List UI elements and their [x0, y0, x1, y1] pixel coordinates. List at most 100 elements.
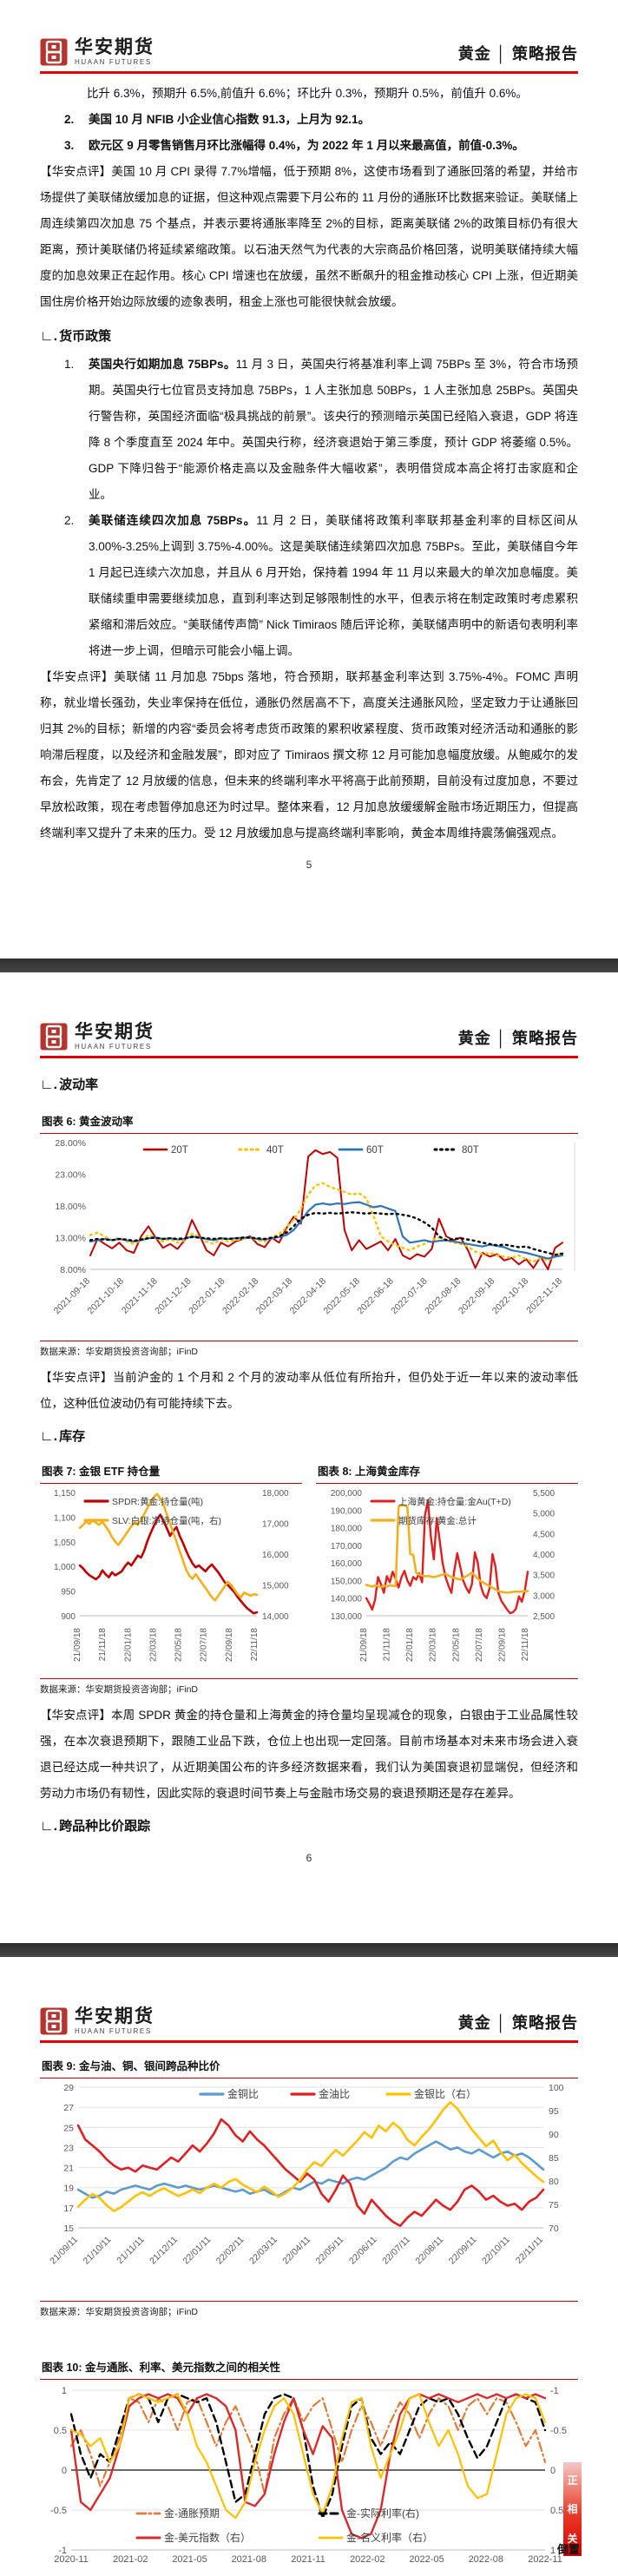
- comment-paragraph: 【华安点评】本周 SPDR 黄金的持仓量和上海黄金的持仓量均呈现减仓的现象，白银…: [40, 1709, 578, 1800]
- svg-text:1,100: 1,100: [54, 1513, 76, 1523]
- report-title: 黄金 │ 策略报告: [457, 2014, 578, 2032]
- page-1: 华安期货 HUAAN FUTURES 黄金 │ 策略报告 比升 6.3%，预期升…: [0, 0, 618, 959]
- svg-text:2021-10-18: 2021-10-18: [86, 1276, 127, 1317]
- policy-item-body: 11 月 3 日，英国央行将基准利率上调 75BPs 至 3%，符合市场预期。英…: [89, 358, 578, 501]
- header-rule: [40, 2040, 578, 2043]
- svg-text:22/05/18: 22/05/18: [174, 1628, 184, 1662]
- svg-text:2022-08: 2022-08: [469, 2554, 503, 2565]
- svg-text:16,000: 16,000: [262, 1551, 289, 1560]
- svg-text:2022-11-18: 2022-11-18: [524, 1276, 564, 1316]
- svg-text:22/06/11: 22/06/11: [347, 2235, 379, 2267]
- svg-text:4,500: 4,500: [533, 1530, 555, 1539]
- svg-text:0.5: 0.5: [550, 2506, 563, 2516]
- svg-text:21/10/11: 21/10/11: [82, 2235, 114, 2267]
- source-note: 数据来源：华安期货投资咨询部；iFinD: [40, 2301, 578, 2318]
- header-rule: [40, 71, 578, 74]
- svg-text:SPDR:黄金:持仓量(吨): SPDR:黄金:持仓量(吨): [112, 1496, 203, 1507]
- badge-char: 关: [567, 2532, 578, 2545]
- svg-text:2022-02: 2022-02: [350, 2554, 385, 2565]
- brand-logo: 华安期货 HUAAN FUTURES: [40, 2007, 154, 2035]
- section-header-inventory: ∟. 库存: [40, 1424, 578, 1450]
- svg-text:22/11/11: 22/11/11: [514, 2235, 545, 2266]
- source-note: 数据来源：华安期货投资咨询部；iFinD: [40, 1678, 578, 1696]
- source-note: 数据来源：华安期货投资咨询部；iFinD: [40, 1341, 578, 1358]
- svg-text:200,000: 200,000: [331, 1489, 363, 1499]
- comment-paragraph: 【华安点评】美联储 11 月加息 75bps 落地，符合预期，联邦基金利率达到 …: [40, 670, 578, 840]
- gold-correlation-chart: 1 0.5 0 -0.5 -1 -1 -0.5 0 0.5 1 2020-11 2021-02 2021…: [50, 2386, 567, 2565]
- svg-text:22/07/18: 22/07/18: [475, 1628, 484, 1662]
- svg-text:22/11/18: 22/11/18: [250, 1628, 260, 1662]
- news-item: 3. 欧元区 9 月零售销售月环比涨幅得 0.4%，为 2022 年 1 月以来…: [40, 133, 578, 159]
- svg-text:160,000: 160,000: [331, 1559, 363, 1569]
- news-item: 2. 美国 10 月 NFIB 小企业信心指数 91.3，上月为 92.1。: [40, 107, 578, 133]
- positive-correlation-badge: 正 相 关: [563, 2462, 582, 2556]
- svg-text:4,000: 4,000: [533, 1551, 555, 1560]
- svg-text:180,000: 180,000: [331, 1525, 363, 1534]
- svg-text:18.00%: 18.00%: [55, 1202, 86, 1212]
- svg-text:70: 70: [549, 2224, 559, 2234]
- policy-item-lead: 美联储连续四次加息 75BPs。: [89, 514, 257, 527]
- svg-text:0.5: 0.5: [54, 2426, 67, 2436]
- svg-text:22/05/11: 22/05/11: [314, 2235, 346, 2267]
- svg-text:23.00%: 23.00%: [55, 1170, 86, 1181]
- svg-text:21/11/11: 21/11/11: [115, 2235, 146, 2266]
- news-item-text: 美国 10 月 NFIB 小企业信心指数 91.3，上月为 92.1。: [89, 113, 371, 126]
- section-title: 跨品种比价跟踪: [59, 1819, 151, 1834]
- body-paragraph: 比升 6.3%，预期升 6.5%,前值升 6.6%；环比升 0.3%，预期升 0…: [87, 87, 528, 100]
- svg-text:22/10/11: 22/10/11: [480, 2235, 512, 2267]
- svg-text:2021-11: 2021-11: [291, 2554, 325, 2565]
- svg-text:-0.5: -0.5: [50, 2506, 67, 2516]
- page-3: 华安期货 HUAAN FUTURES 黄金 │ 策略报告 图表 9: 金与油、铜…: [0, 1957, 618, 2576]
- policy-item: 1. 英国央行如期加息 75BPs。11 月 3 日，英国央行将基准利率上调 7…: [40, 352, 578, 508]
- figure-10: 图表 10: 金与通胀、利率、美元指数之间的相关性 1 0.5 0 -0.5 -1 -1 -…: [40, 2356, 582, 2576]
- svg-text:85: 85: [549, 2153, 559, 2164]
- svg-text:190,000: 190,000: [331, 1506, 363, 1516]
- brand-seal-icon: [40, 2007, 68, 2035]
- brand-name: 华安期货: [75, 2006, 154, 2026]
- svg-text:22/07/18: 22/07/18: [200, 1628, 209, 1662]
- svg-text:75: 75: [549, 2200, 559, 2210]
- report-header: 华安期货 HUAAN FUTURES 黄金 │ 策略报告: [40, 1957, 578, 2043]
- page-number: 5: [306, 859, 312, 871]
- figure-title: 图表 6: 黄金波动率: [40, 1110, 578, 1134]
- svg-text:21/09/18: 21/09/18: [73, 1628, 82, 1662]
- svg-text:0: 0: [62, 2466, 67, 2476]
- svg-text:22/11/18: 22/11/18: [521, 1628, 530, 1662]
- svg-text:20T: 20T: [171, 1145, 188, 1156]
- brand-logo: 华安期货 HUAAN FUTURES: [40, 1023, 154, 1051]
- page-2: 华安期货 HUAAN FUTURES 黄金 │ 策略报告 ∟. 波动率 图表 6…: [0, 972, 618, 1943]
- svg-text:22/03/18: 22/03/18: [429, 1628, 438, 1662]
- svg-text:金-美元指数（右）: 金-美元指数（右）: [164, 2531, 251, 2544]
- policy-item-text: 英国央行如期加息 75BPs。11 月 3 日，英国央行将基准利率上调 75BP…: [89, 352, 578, 508]
- svg-text:27: 27: [63, 2103, 74, 2113]
- svg-text:2,500: 2,500: [533, 1612, 555, 1622]
- svg-text:0: 0: [550, 2466, 556, 2476]
- gold-volatility-chart: 28.00%23.00%18.00%13.00%8.00%2021-09-182…: [52, 1138, 575, 1317]
- svg-text:2022-11: 2022-11: [528, 2554, 562, 2565]
- svg-text:150,000: 150,000: [331, 1577, 363, 1586]
- svg-text:1,050: 1,050: [54, 1538, 76, 1548]
- svg-text:140,000: 140,000: [331, 1595, 363, 1604]
- svg-text:22/04/11: 22/04/11: [280, 2235, 312, 2267]
- svg-text:金油比: 金油比: [319, 2087, 350, 2100]
- svg-text:19: 19: [63, 2184, 74, 2194]
- svg-text:22/09/18: 22/09/18: [225, 1628, 234, 1662]
- svg-text:100: 100: [549, 2083, 564, 2093]
- policy-item: 2. 美联储连续四次加息 75BPs。11 月 2 日，美联储将政策利率联邦基金…: [40, 508, 578, 664]
- svg-text:-1: -1: [550, 2386, 559, 2396]
- figure-title: 图表 7: 金银 ETF 持仓量: [40, 1460, 302, 1484]
- svg-text:22/01/11: 22/01/11: [181, 2235, 213, 2267]
- svg-text:金-名义利率（右）: 金-名义利率（右）: [346, 2531, 433, 2544]
- svg-text:23: 23: [63, 2143, 74, 2153]
- svg-text:22/09/11: 22/09/11: [447, 2235, 479, 2267]
- page-number: 6: [306, 1852, 312, 1864]
- item-number: 2.: [64, 514, 75, 527]
- svg-text:22/07/11: 22/07/11: [380, 2235, 412, 2267]
- badge-char: 正: [567, 2474, 578, 2487]
- item-number: 3.: [64, 139, 75, 152]
- svg-text:900: 900: [61, 1612, 76, 1622]
- svg-text:金银比（右）: 金银比（右）: [414, 2087, 477, 2100]
- section-header-cross-variety: ∟. 跨品种比价跟踪: [40, 1814, 578, 1840]
